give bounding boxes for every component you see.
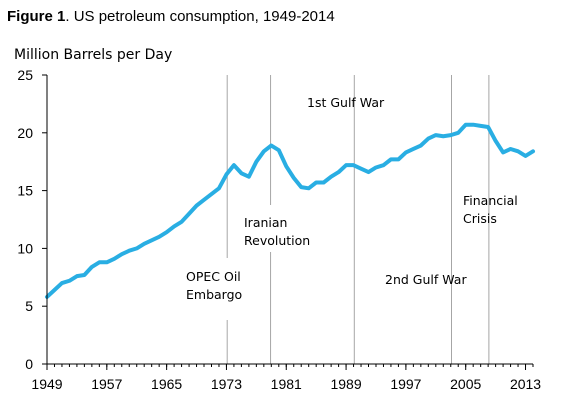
annotation-label: Crisis	[463, 211, 497, 226]
x-tick-label: 1949	[31, 376, 62, 392]
x-tick-label: 1997	[390, 376, 421, 392]
annotation-label: Iranian	[244, 215, 287, 230]
x-tick-label: 1965	[151, 376, 182, 392]
y-tick-label: 20	[17, 125, 33, 141]
figure-label: Figure 1	[7, 8, 65, 25]
x-tick-label: 2005	[450, 376, 481, 392]
y-tick-label: 5	[25, 298, 33, 314]
y-tick-label: 10	[17, 240, 33, 256]
annotation-label: 1st Gulf War	[307, 95, 385, 110]
y-axis-label: Million Barrels per Day	[14, 47, 172, 63]
annotation-label: 2nd Gulf War	[385, 272, 467, 287]
x-tick-label: 1957	[91, 376, 122, 392]
annotations: OPEC Oil Embargo Iranian Revolution 1st Gulf…	[186, 95, 518, 302]
annotation-label: Embargo	[186, 287, 242, 302]
figure-title: Figure 1. US petroleum consumption, 1949…	[7, 8, 335, 25]
annotation-label: Revolution	[244, 233, 310, 248]
annotation-label: OPEC Oil	[186, 269, 241, 284]
event-lines	[226, 75, 490, 364]
x-tick-label: 1981	[271, 376, 302, 392]
figure-caption: . US petroleum consumption, 1949-2014	[65, 8, 334, 25]
x-tick-label: 1973	[211, 376, 242, 392]
axes: 0 5 10 15 20 25 1949 1957 1965 1973 1981 1989 1997 20…	[17, 67, 541, 392]
y-tick-label: 0	[25, 356, 33, 372]
annotation-label: Financial	[463, 193, 518, 208]
y-tick-label: 25	[17, 67, 33, 83]
series-group	[45, 122, 535, 299]
y-tick-label: 15	[17, 183, 33, 199]
series-line	[45, 122, 535, 299]
x-tick-label: 2013	[510, 376, 541, 392]
x-tick-label: 1989	[330, 376, 361, 392]
